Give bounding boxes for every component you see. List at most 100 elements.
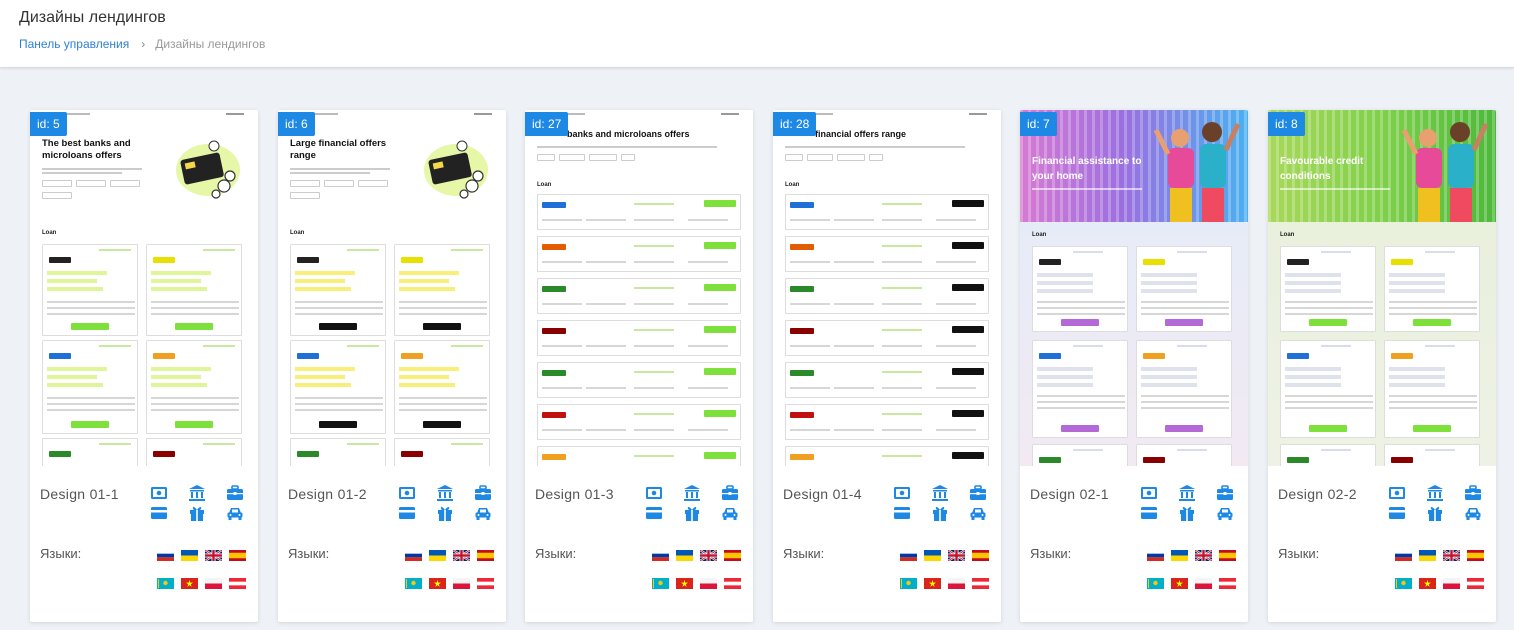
flag-kz-icon <box>405 578 422 589</box>
flag-ru-icon <box>405 550 422 561</box>
preview-section-loan: Loan <box>785 182 800 188</box>
car-icon <box>1464 504 1482 522</box>
bank-icon <box>1426 484 1444 502</box>
card-icon <box>1388 484 1406 502</box>
car-icon <box>226 504 244 522</box>
preview-offer-card <box>394 244 490 336</box>
flag-vn-icon <box>1419 578 1436 589</box>
car-icon <box>474 504 492 522</box>
design-name: Design 01-1 <box>40 486 119 502</box>
design-preview[interactable]: banks and microloans offers Loan <box>525 110 753 466</box>
flag-es-icon <box>229 550 246 561</box>
preview-offer-card <box>1136 340 1232 438</box>
preview-offer-card <box>290 244 386 336</box>
bank-icon <box>931 484 949 502</box>
preview-offer-card <box>42 340 138 434</box>
design-preview[interactable]: Favourable credit conditions Loan <box>1268 110 1496 466</box>
preview-offer-card <box>1384 444 1480 466</box>
credit-card-icon <box>150 504 168 522</box>
preview-hero-title: Large financial offers range <box>290 138 387 161</box>
flag-ua-icon <box>429 550 446 561</box>
design-preview[interactable]: financial offers range Loan <box>773 110 1001 466</box>
preview-offer-card <box>1384 340 1480 438</box>
design-name: Design 01-4 <box>783 486 862 502</box>
briefcase-icon <box>969 484 987 502</box>
flag-kz-icon <box>1147 578 1164 589</box>
flag-es-icon <box>1467 550 1484 561</box>
category-icons <box>398 484 498 524</box>
languages-label: Языки: <box>535 546 577 561</box>
bank-icon <box>188 484 206 502</box>
briefcase-icon <box>226 484 244 502</box>
preview-hero-title: Financial assistance to your home <box>1032 156 1142 182</box>
briefcase-icon <box>1464 484 1482 502</box>
design-preview[interactable]: The best banks and microloans offers Loan <box>30 110 258 466</box>
flag-pl-icon <box>700 578 717 589</box>
flag-ru-icon <box>652 550 669 561</box>
flag-pl-icon <box>1195 578 1212 589</box>
design-name: Design 02-2 <box>1278 486 1357 502</box>
preview-offer-row <box>537 320 741 356</box>
flag-gb-icon <box>1443 550 1460 561</box>
preview-offer-card <box>146 244 242 336</box>
breadcrumb-link-dashboard[interactable]: Панель управления <box>19 37 130 51</box>
bank-icon <box>436 484 454 502</box>
flag-ua-icon <box>1171 550 1188 561</box>
preview-section-loan: Loan <box>1032 232 1047 238</box>
design-preview[interactable]: Large financial offers range Loan <box>278 110 506 466</box>
design-preview[interactable]: Financial assistance to your home Loan <box>1020 110 1248 466</box>
design-card[interactable]: Large financial offers range Loan id: 6 Des… <box>278 110 506 622</box>
flag-at-icon <box>229 578 246 589</box>
page-title: Дизайны лендингов <box>19 9 166 26</box>
flag-ua-icon <box>924 550 941 561</box>
credit-card-icon <box>398 504 416 522</box>
bank-icon <box>1178 484 1196 502</box>
preview-offer-row <box>537 236 741 272</box>
design-card[interactable]: financial offers range Loan id: 28 Design 0… <box>773 110 1001 622</box>
flag-vn-icon <box>429 578 446 589</box>
preview-offer-row <box>537 446 741 466</box>
design-card[interactable]: Financial assistance to your home Loan id:… <box>1020 110 1248 622</box>
flag-gb-icon <box>948 550 965 561</box>
flag-ru-icon <box>157 550 174 561</box>
preview-illustration <box>168 138 240 200</box>
preview-nav <box>278 110 506 118</box>
preview-offer-row <box>785 404 989 440</box>
preview-hero-title: Favourable credit conditions <box>1280 156 1364 182</box>
preview-offer-row <box>537 194 741 230</box>
design-card[interactable]: Favourable credit conditions Loan id: 8 Des… <box>1268 110 1496 622</box>
preview-offer-card <box>290 438 386 466</box>
preview-offer-card <box>1136 246 1232 332</box>
breadcrumb-current: Дизайны лендингов <box>155 37 266 51</box>
preview-nav <box>525 110 753 118</box>
gift-icon <box>1178 504 1196 522</box>
design-card[interactable]: banks and microloans offers Loan id: 27 Des… <box>525 110 753 622</box>
preview-offer-card <box>1032 340 1128 438</box>
credit-card-icon <box>1140 504 1158 522</box>
bank-icon <box>683 484 701 502</box>
card-icon <box>645 484 663 502</box>
flag-at-icon <box>724 578 741 589</box>
briefcase-icon <box>721 484 739 502</box>
page-header: Дизайны лендингов Панель управления › Диза… <box>0 0 1514 68</box>
preview-offer-card <box>42 244 138 336</box>
flag-gb-icon <box>453 550 470 561</box>
preview-section-loan: Loan <box>290 230 305 236</box>
flag-pl-icon <box>205 578 222 589</box>
design-card[interactable]: The best banks and microloans offers Loan… <box>30 110 258 622</box>
gift-icon <box>1426 504 1444 522</box>
preview-offer-card <box>1384 246 1480 332</box>
preview-offer-card <box>290 340 386 434</box>
flag-at-icon <box>972 578 989 589</box>
design-name: Design 02-1 <box>1030 486 1109 502</box>
car-icon <box>721 504 739 522</box>
category-icons <box>1388 484 1488 524</box>
preview-offer-card <box>146 438 242 466</box>
design-id-badge: id: 5 <box>30 112 67 136</box>
flag-ua-icon <box>1419 550 1436 561</box>
preview-section-loan: Loan <box>1280 232 1295 238</box>
preview-offer-row <box>785 320 989 356</box>
design-id-badge: id: 6 <box>278 112 315 136</box>
gift-icon <box>436 504 454 522</box>
briefcase-icon <box>1216 484 1234 502</box>
